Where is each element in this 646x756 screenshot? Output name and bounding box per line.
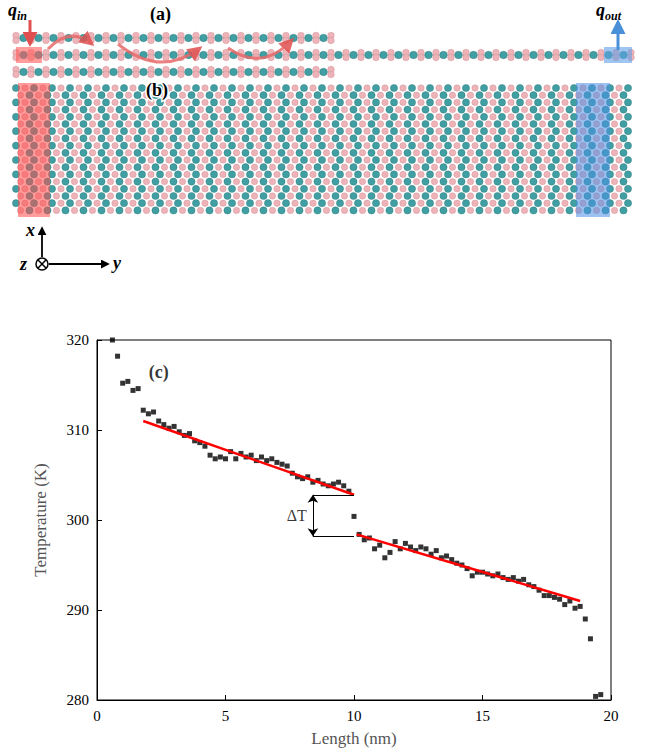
svg-text:x: x <box>25 220 35 240</box>
svg-text:10: 10 <box>347 708 362 724</box>
svg-text:300: 300 <box>67 512 90 528</box>
svg-text:qout: qout <box>596 0 622 23</box>
svg-text:5: 5 <box>222 708 230 724</box>
svg-text:Temperature (K): Temperature (K) <box>31 463 50 577</box>
svg-text:15: 15 <box>475 708 490 724</box>
svg-text:ΔT: ΔT <box>287 507 307 524</box>
svg-text:310: 310 <box>67 422 90 438</box>
svg-text:Length (nm): Length (nm) <box>311 729 396 748</box>
svg-text:20: 20 <box>604 708 619 724</box>
svg-text:y: y <box>111 253 122 273</box>
svg-text:z: z <box>19 254 27 274</box>
svg-text:(c): (c) <box>149 362 169 383</box>
svg-text:290: 290 <box>67 602 90 618</box>
svg-text:280: 280 <box>67 692 90 708</box>
svg-text:(a): (a) <box>150 4 171 25</box>
svg-text:320: 320 <box>67 332 90 348</box>
svg-text:0: 0 <box>93 708 101 724</box>
svg-text:(b): (b) <box>146 80 168 101</box>
svg-text:qin: qin <box>8 0 27 23</box>
